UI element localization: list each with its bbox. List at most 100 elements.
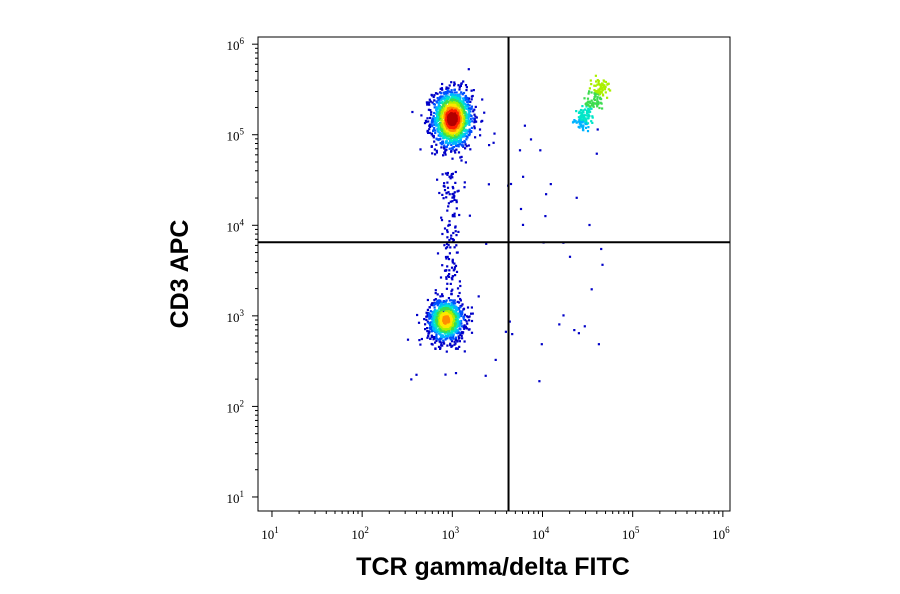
event-dot xyxy=(472,89,475,92)
event-dot xyxy=(455,121,458,125)
event-dot xyxy=(430,321,433,324)
event-dot xyxy=(458,96,461,99)
event-dot xyxy=(441,295,444,298)
event-dot xyxy=(430,120,433,124)
event-dot xyxy=(464,84,468,87)
event-dot xyxy=(464,124,467,127)
event-dot xyxy=(606,96,609,99)
event-dot xyxy=(442,137,445,140)
event-dot xyxy=(446,130,449,133)
event-dot xyxy=(464,116,467,119)
event-dot xyxy=(449,200,452,203)
event-dot xyxy=(435,143,438,146)
event-dot xyxy=(444,373,447,376)
event-dot xyxy=(591,115,594,118)
event-dot xyxy=(430,303,433,307)
event-dot xyxy=(590,288,593,291)
event-dot xyxy=(604,80,607,84)
event-dot xyxy=(458,340,461,343)
event-dot xyxy=(466,322,469,325)
event-dot xyxy=(448,147,451,150)
event-dot xyxy=(599,96,602,99)
event-dot xyxy=(438,118,441,121)
event-dot xyxy=(450,149,453,152)
event-dot xyxy=(437,345,441,348)
event-dot xyxy=(460,155,463,158)
event-dot xyxy=(454,274,457,277)
event-dot xyxy=(444,319,447,322)
event-dot xyxy=(582,109,585,112)
event-dot xyxy=(443,301,446,304)
event-dot xyxy=(458,316,461,319)
event-dot xyxy=(562,314,565,317)
event-dot xyxy=(433,148,436,151)
event-dot xyxy=(456,312,459,315)
event-dot xyxy=(587,100,590,103)
event-dot xyxy=(436,138,439,141)
event-dot xyxy=(454,95,457,98)
event-dot xyxy=(425,120,428,124)
event-dot xyxy=(453,140,456,143)
event-dot xyxy=(440,119,443,122)
event-dot xyxy=(451,288,454,291)
event-dot xyxy=(591,116,594,119)
event-dot xyxy=(457,145,460,148)
event-dot xyxy=(437,116,440,120)
event-dot xyxy=(447,101,450,104)
event-dot xyxy=(462,145,465,148)
event-dot xyxy=(434,298,437,301)
event-dot xyxy=(435,121,438,124)
event-dot xyxy=(454,141,457,144)
event-dot xyxy=(448,273,451,276)
event-dot xyxy=(465,103,468,106)
event-dot xyxy=(581,126,584,130)
x-tick-label: 104 xyxy=(532,525,550,542)
event-dot xyxy=(584,108,587,111)
event-dot xyxy=(461,122,464,125)
event-dot xyxy=(463,121,466,124)
event-dot xyxy=(589,79,592,82)
event-dot xyxy=(445,277,448,280)
event-dot xyxy=(461,93,464,96)
event-dot xyxy=(458,327,461,330)
event-dot xyxy=(451,326,454,329)
event-dot xyxy=(457,335,460,338)
event-dot xyxy=(492,141,495,144)
event-dot xyxy=(454,226,457,229)
event-dot xyxy=(436,304,439,307)
event-dot xyxy=(588,100,591,103)
event-dot xyxy=(446,319,449,322)
event-dot xyxy=(451,275,455,278)
event-dot xyxy=(438,112,441,115)
event-dot xyxy=(574,120,577,123)
event-dot xyxy=(449,126,452,129)
event-dot xyxy=(585,122,588,126)
event-dot xyxy=(456,321,459,325)
axis-ticks: 101 102 103 104 105 106 101 102 103 104 105 106 xyxy=(227,36,731,542)
event-dot xyxy=(442,197,445,200)
event-dot xyxy=(587,103,590,106)
event-dot xyxy=(454,264,458,267)
event-dot xyxy=(444,102,447,105)
event-dot xyxy=(451,258,454,261)
event-dot xyxy=(434,129,437,132)
event-dot xyxy=(433,111,436,115)
event-dot xyxy=(432,136,435,139)
event-dot xyxy=(438,124,441,127)
event-dot xyxy=(439,347,442,350)
event-dot xyxy=(426,315,429,318)
event-dot xyxy=(445,299,448,302)
event-dot xyxy=(467,107,470,110)
event-dot xyxy=(458,113,461,116)
event-dot xyxy=(466,129,469,132)
event-dot xyxy=(446,209,449,212)
event-dot xyxy=(446,246,449,249)
event-dot xyxy=(471,120,474,123)
event-dot xyxy=(590,91,593,94)
event-dot xyxy=(452,137,455,140)
event-dot xyxy=(584,122,587,125)
event-dot xyxy=(457,295,460,298)
event-dot xyxy=(436,101,439,104)
event-dot xyxy=(462,91,466,95)
event-dot xyxy=(464,143,467,146)
